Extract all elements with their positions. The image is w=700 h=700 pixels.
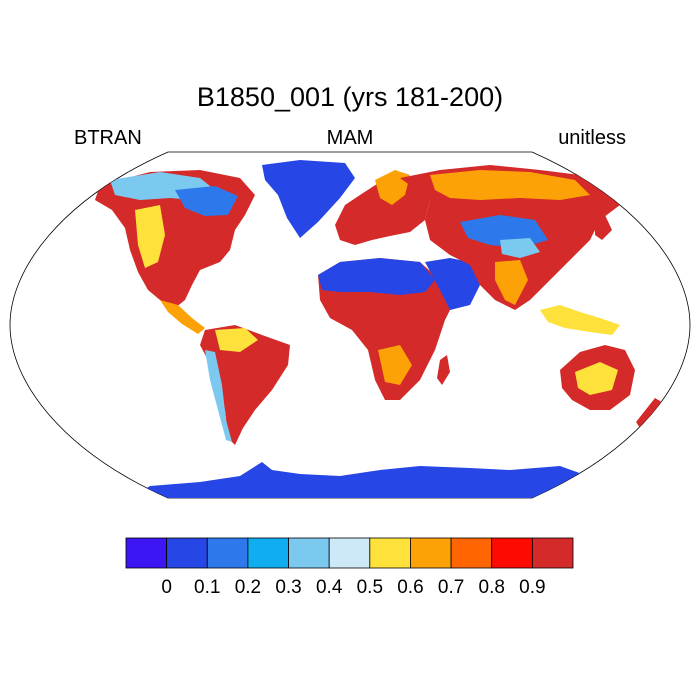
tibet	[500, 238, 540, 258]
colorbar-tick-label: 0.5	[357, 577, 383, 598]
madagascar	[437, 355, 450, 385]
south-america-dry-north	[215, 328, 258, 352]
colorbar-tick-label: 0.8	[479, 577, 505, 598]
colorbar-tick-label: 0.9	[519, 577, 545, 598]
middle-east	[425, 258, 480, 310]
colorbar-swatch	[166, 537, 208, 569]
australia-interior	[575, 362, 618, 395]
africa	[318, 258, 455, 400]
central-america	[160, 300, 205, 334]
colorbar-tick-label: 0.7	[438, 577, 464, 598]
variable-label: BTRAN	[74, 127, 142, 149]
colorbar-tick-label: 0	[161, 577, 172, 598]
colorbar-tick-label: 0.2	[235, 577, 261, 598]
colorbar-tick-label: 0.6	[397, 577, 423, 598]
colorbar-swatch	[247, 537, 289, 569]
colorbar-swatch	[288, 537, 330, 569]
japan	[595, 215, 612, 240]
south-america	[200, 325, 290, 445]
colorbar-swatch	[206, 537, 249, 569]
south-america-andes	[205, 350, 232, 442]
season-label: MAM	[326, 127, 374, 149]
colorbar-tick-label: 0.3	[275, 577, 301, 598]
siberia	[430, 170, 590, 200]
colorbar-tick-label: 0.1	[194, 577, 220, 598]
colorbar-swatch	[125, 537, 168, 569]
colorbar-swatch	[531, 537, 574, 569]
sahara	[318, 258, 435, 295]
kalahari	[378, 345, 412, 385]
colorbar-tick-label: 0.4	[316, 577, 343, 598]
colorbar-swatch	[328, 537, 371, 569]
units-label: unitless	[558, 127, 626, 149]
southeast-asia	[540, 305, 620, 335]
europe	[335, 178, 430, 245]
map-title: B1850_001 (yrs 181-200)	[196, 82, 504, 112]
north-america-dry-west	[135, 205, 165, 268]
colorbar: 0 0.1 0.2 0.3 0.4 0.5 0.6 0.7 0.8 0.9	[125, 537, 574, 598]
colorbar-swatch	[491, 537, 533, 569]
india	[495, 260, 528, 305]
colorbar-swatch	[410, 537, 452, 569]
continents	[95, 160, 665, 498]
new-zealand	[636, 398, 665, 428]
antarctica	[130, 462, 585, 498]
greenland	[262, 160, 355, 238]
colorbar-swatch	[450, 537, 493, 569]
colorbar-swatch	[369, 537, 411, 569]
north-america-boreal	[175, 186, 238, 216]
